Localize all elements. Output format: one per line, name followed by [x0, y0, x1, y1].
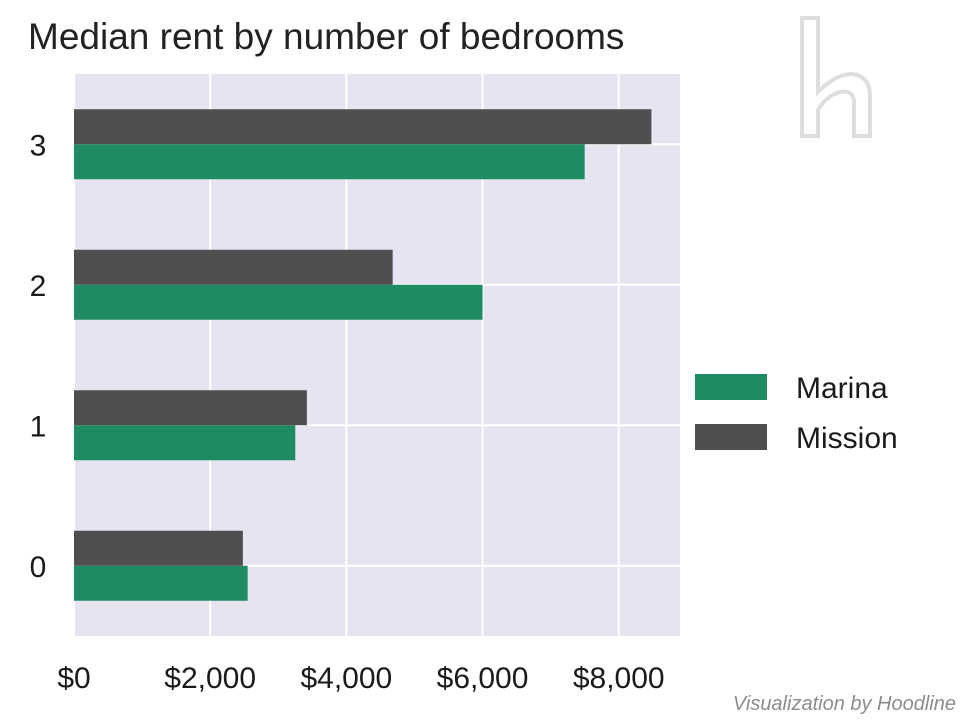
- legend-label-mission: Mission: [796, 422, 898, 455]
- y-tick-2: 2: [30, 270, 47, 303]
- bar-marina-1: [74, 425, 296, 461]
- legend-swatch-mission: [695, 424, 767, 450]
- credit-text: Visualization by Hoodline: [732, 693, 956, 715]
- hoodline-logo-icon: [800, 16, 872, 138]
- bar-marina-0: [74, 565, 248, 601]
- y-tick-3: 3: [30, 129, 47, 162]
- x-tick-1: $2,000: [164, 662, 256, 695]
- bars: [74, 109, 652, 601]
- y-tick-labels: 0 1 2 3: [30, 129, 47, 584]
- x-tick-2: $4,000: [300, 662, 392, 695]
- y-tick-0: 0: [30, 551, 47, 584]
- bar-marina-2: [74, 284, 483, 320]
- y-tick-1: 1: [30, 410, 47, 443]
- legend-label-marina: Marina: [796, 372, 888, 405]
- legend-swatch-marina: [695, 374, 767, 400]
- x-tick-4: $8,000: [573, 662, 665, 695]
- x-tick-labels: $0 $2,000 $4,000 $6,000 $8,000: [57, 662, 664, 695]
- bar-mission-3: [74, 109, 652, 145]
- chart-title: Median rent by number of bedrooms: [28, 16, 625, 57]
- bar-marina-3: [74, 144, 585, 180]
- bar-mission-2: [74, 249, 393, 285]
- x-tick-3: $6,000: [437, 662, 529, 695]
- bar-mission-0: [74, 530, 243, 566]
- bar-mission-1: [74, 390, 307, 426]
- x-tick-0: $0: [57, 662, 90, 695]
- legend: Marina Mission: [695, 372, 898, 455]
